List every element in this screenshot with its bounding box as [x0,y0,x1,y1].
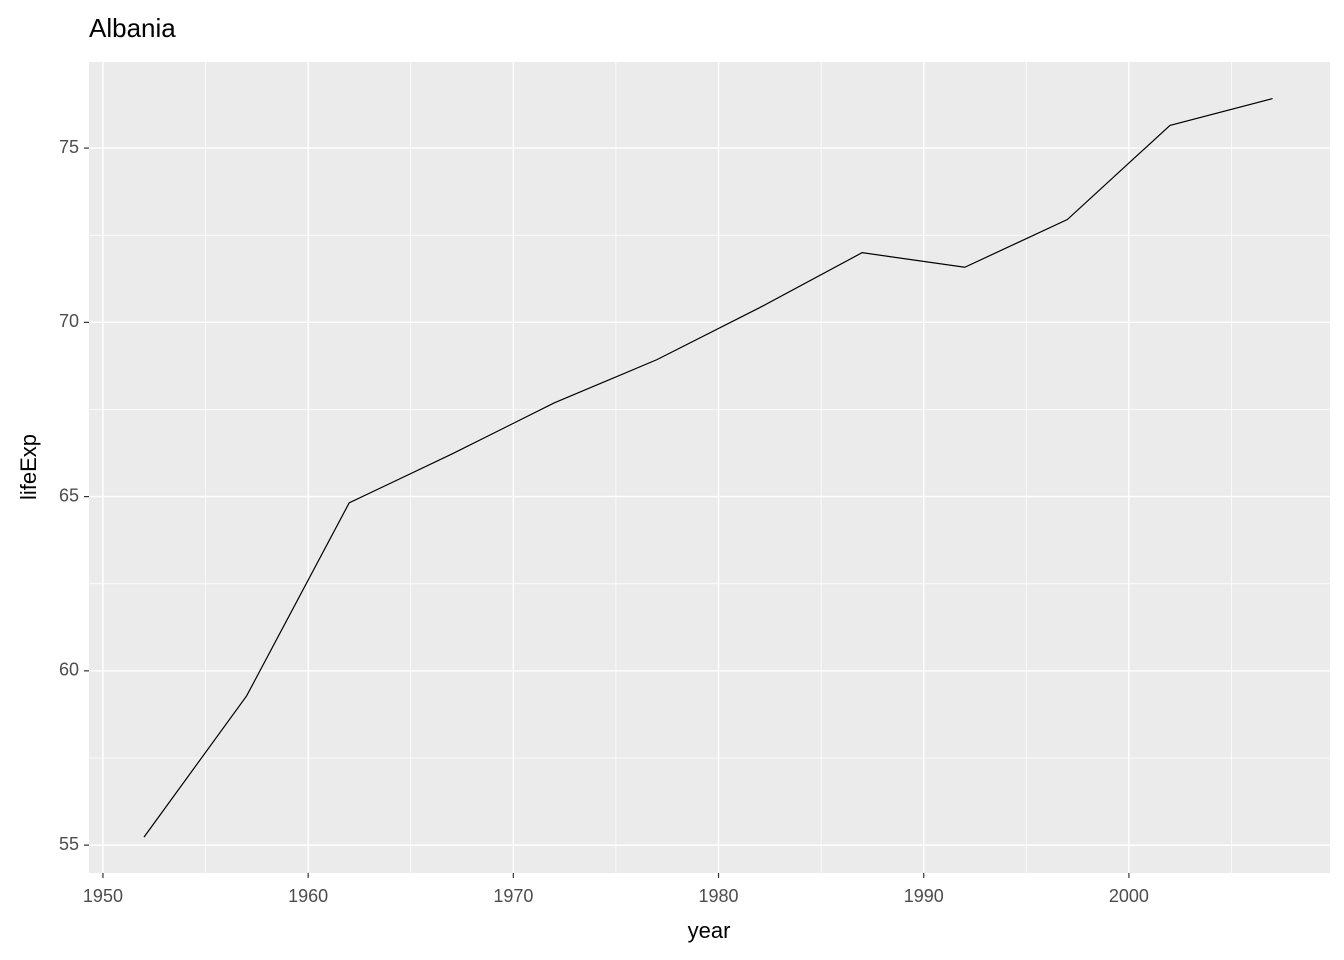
x-axis-title: year [688,918,731,943]
x-tick-label: 2000 [1109,886,1149,906]
y-tick-label: 70 [59,311,79,331]
x-tick-label: 1970 [493,886,533,906]
panel [89,62,1330,873]
x-tick-label: 1950 [83,886,123,906]
y-tick-label: 65 [59,485,79,505]
y-tick-label: 55 [59,834,79,854]
line [143,98,1273,838]
y-tick-label: 75 [59,137,79,157]
chart-title: Albania [89,13,176,43]
x-tick-label: 1980 [699,886,739,906]
x-tick-label: 1990 [904,886,944,906]
y-axis-title: lifeExp [16,434,41,500]
y-tick-label: 60 [59,660,79,680]
x-tick-label: 1960 [288,886,328,906]
